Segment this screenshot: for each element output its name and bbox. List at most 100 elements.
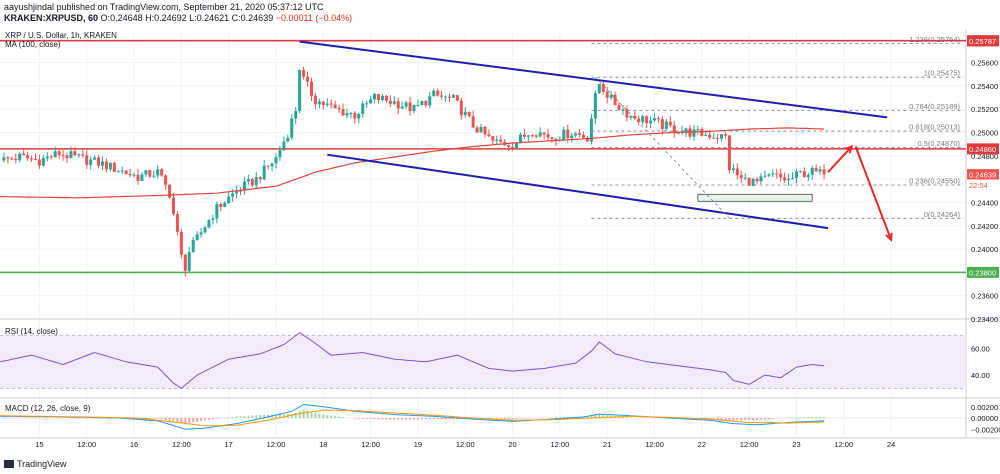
candle-body (258, 177, 262, 180)
tradingview-brand: TradingView (17, 459, 67, 469)
candle-body (219, 203, 223, 207)
price-axis-tick: 0.25600 (971, 59, 998, 68)
candle-body (660, 119, 664, 129)
candle-body (112, 162, 116, 172)
candle-body (704, 134, 708, 136)
candle-body (810, 167, 814, 175)
candle-body (562, 129, 566, 140)
level-price-label: 0.23800 (969, 268, 996, 277)
macd-legend-title: MACD (12, 26, close, 9) (5, 404, 91, 413)
level-price-label-bg (967, 143, 999, 155)
fib-level-label: 0.236(0.24550) (909, 176, 960, 185)
candle-body (574, 133, 578, 136)
candle-body (195, 234, 199, 240)
fib-level-label: 1(0.25475) (924, 69, 961, 78)
candle-body (14, 158, 18, 161)
candle-body (77, 154, 81, 156)
candle-body (511, 146, 515, 149)
candle-body (542, 132, 546, 135)
candle-body (61, 155, 65, 157)
candle-body (227, 196, 231, 203)
candle-body (629, 116, 633, 118)
candle-body (653, 118, 657, 121)
candle-body (215, 203, 219, 219)
candle-body (432, 90, 436, 97)
candle-body (388, 100, 392, 104)
candle-body (361, 103, 365, 114)
time-axis-tick: 12:00 (550, 440, 569, 449)
candle-body (751, 178, 755, 186)
candle-body (246, 179, 250, 182)
candle-body (649, 120, 653, 124)
ohlc-prefix: O: (100, 13, 111, 23)
candle-body (132, 174, 136, 176)
candle-body (566, 129, 570, 139)
tradingview-logo[interactable]: TradingView (4, 459, 67, 469)
candle-body (534, 135, 538, 137)
candle-body (609, 94, 613, 98)
candle-body (286, 137, 290, 142)
candle-body (759, 176, 763, 182)
candle-body (365, 103, 369, 105)
candle-body (313, 95, 317, 105)
level-price-label-bg (967, 35, 999, 47)
candle-body (822, 169, 826, 175)
countdown-label-bg (967, 179, 999, 191)
candle-body (384, 95, 388, 101)
candle-body (483, 126, 487, 135)
candle-body (41, 158, 45, 166)
candle-body (645, 116, 649, 124)
candle-body (723, 134, 727, 136)
candle-body (26, 155, 30, 159)
candle-body (625, 109, 629, 118)
candle-body (37, 159, 41, 166)
candle-body (518, 134, 522, 143)
candle-body (530, 135, 534, 137)
candle-body (136, 174, 140, 181)
candle-body (554, 138, 558, 141)
candle-body (404, 102, 408, 107)
candle-body (798, 171, 802, 173)
price-axis-tick: 0.23600 (971, 292, 998, 301)
candle-body (148, 170, 152, 177)
rsi-band (0, 335, 966, 389)
candle-body (633, 116, 637, 119)
candle-body (223, 202, 227, 207)
time-axis-tick: 15 (35, 440, 43, 449)
ma-legend-title: MA (100, close) (5, 40, 61, 49)
candle-body (522, 134, 526, 137)
projection-arrow-head (844, 144, 854, 154)
candle-body (306, 76, 310, 82)
candle-body (755, 178, 759, 182)
candle-body (716, 137, 720, 139)
price-axis-tick: 0.24800 (971, 152, 998, 161)
candle-body (408, 102, 412, 112)
candle-body (140, 174, 144, 181)
candle-body (526, 135, 530, 137)
candle-body (373, 94, 377, 100)
candle-body (290, 118, 294, 138)
candle-body (101, 161, 105, 166)
candle-body (152, 175, 156, 177)
time-axis-tick: 12:00 (645, 440, 664, 449)
candle-body (274, 157, 278, 164)
candle-body (329, 103, 333, 105)
price-axis-tick: 0.24200 (971, 222, 998, 231)
price-axis-tick: 0.25400 (971, 82, 998, 91)
candle-body (692, 129, 696, 137)
candle-body (802, 171, 806, 178)
candle-body (475, 127, 479, 133)
candle-body (353, 113, 357, 119)
candle-body (668, 121, 672, 126)
symbol-interval: KRAKEN:XRPUSD, 60 (4, 13, 99, 23)
candle-body (302, 70, 306, 77)
candle-body (696, 128, 700, 130)
support-zone-box (697, 193, 813, 202)
candle-body (727, 135, 731, 171)
candle-body (585, 137, 589, 142)
candle-body (420, 100, 424, 105)
macd-axis-tick: −0.00200 (971, 425, 1000, 434)
fib-trend-line (595, 76, 730, 219)
candle-body (242, 181, 246, 191)
